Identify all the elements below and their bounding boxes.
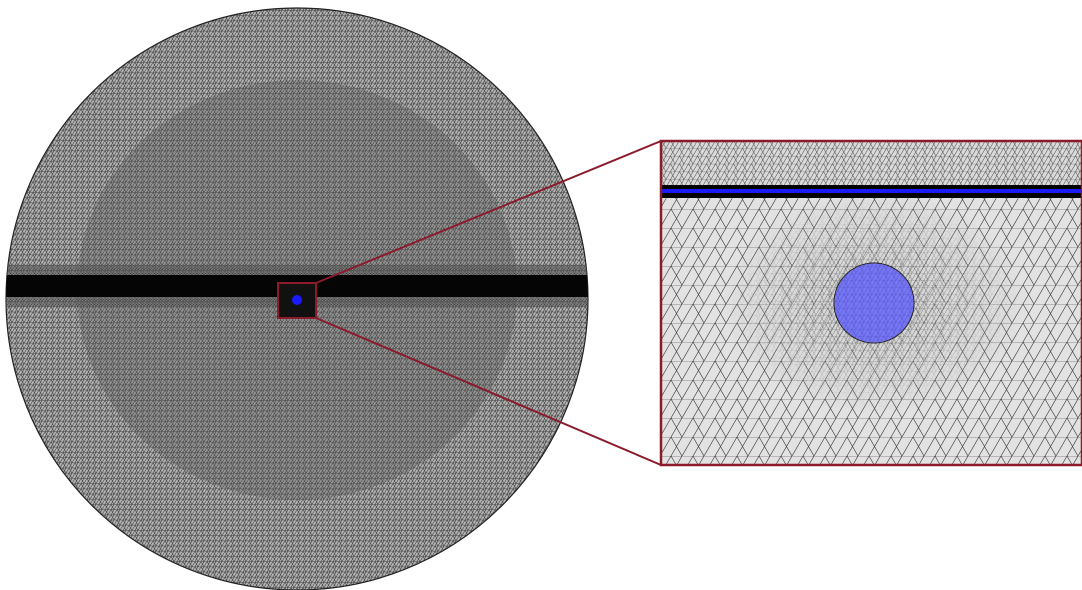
full-mesh bbox=[0, 8, 600, 590]
zoom-view bbox=[661, 141, 1082, 465]
inclusion bbox=[292, 295, 302, 305]
mesh-figure bbox=[0, 0, 1082, 590]
zoom-layer-core bbox=[661, 189, 1082, 193]
zoom-top-mesh bbox=[661, 141, 1082, 186]
zoom-inclusion-mesh bbox=[834, 263, 914, 343]
